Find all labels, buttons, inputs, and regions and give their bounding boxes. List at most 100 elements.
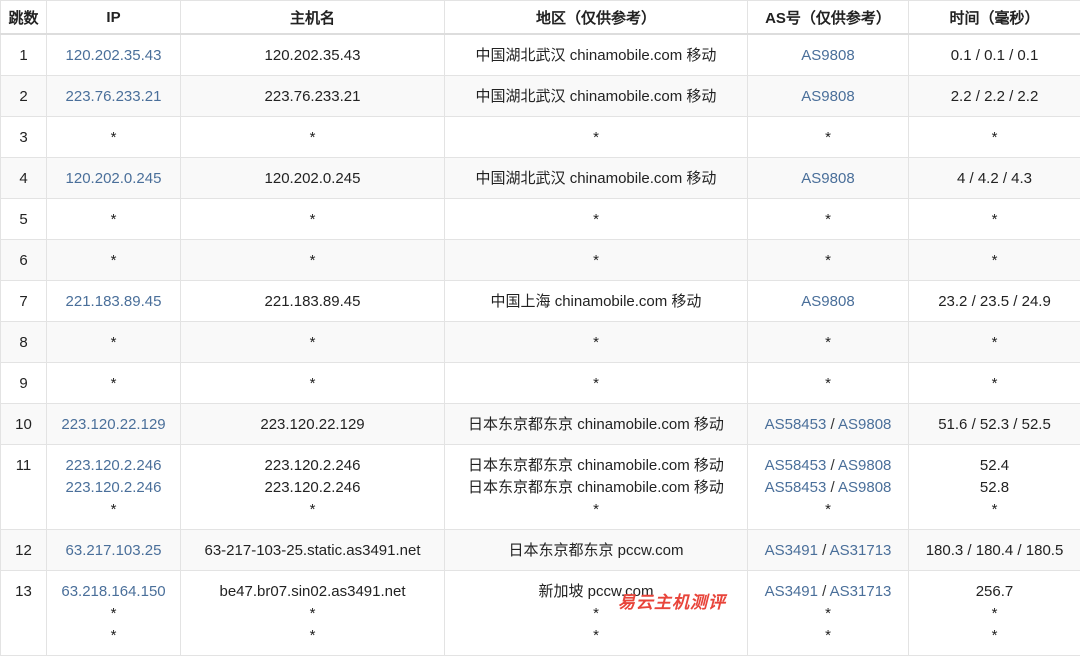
- region-cell-line: *: [593, 332, 599, 354]
- as-cell: AS9808: [748, 158, 909, 199]
- as-line: AS58453 / AS9808: [765, 455, 892, 477]
- as-cell: *: [748, 240, 909, 281]
- time-cell: 4 / 4.2 / 4.3: [909, 158, 1080, 199]
- as-empty: *: [825, 252, 831, 269]
- time-line: 180.3 / 180.4 / 180.5: [926, 540, 1064, 562]
- hostname-cell-line: 120.202.0.245: [265, 168, 361, 190]
- ip-link[interactable]: 120.202.35.43: [66, 45, 162, 67]
- ip-link[interactable]: 63.218.164.150: [61, 581, 165, 603]
- separator: /: [826, 457, 838, 474]
- region-cell: 中国湖北武汉 chinamobile.com 移动: [445, 158, 748, 199]
- hostname-cell: *: [181, 322, 445, 363]
- ip-link[interactable]: 223.120.2.246: [66, 477, 162, 499]
- hostname-cell-line: be47.br07.sin02.as3491.net: [220, 581, 406, 603]
- time-line: 52.8: [980, 477, 1009, 499]
- region-cell: *: [445, 199, 748, 240]
- hostname-cell: 120.202.35.43: [181, 34, 445, 76]
- as-link[interactable]: AS9808: [801, 293, 854, 310]
- hostname-cell: be47.br07.sin02.as3491.net**: [181, 571, 445, 656]
- hostname-cell-line: *: [310, 499, 316, 521]
- region-cell-line: 日本东京都东京 chinamobile.com 移动: [468, 414, 724, 436]
- hop-cell: 2: [1, 76, 47, 117]
- hostname-cell-line: *: [310, 209, 316, 231]
- hostname-cell: 223.76.233.21: [181, 76, 445, 117]
- as-line: AS9808: [801, 45, 854, 67]
- region-cell-line: *: [593, 625, 599, 647]
- ip-link[interactable]: 223.120.22.129: [61, 414, 165, 436]
- as-empty: *: [825, 211, 831, 228]
- region-cell-line: 中国湖北武汉 chinamobile.com 移动: [476, 86, 717, 108]
- ip-link[interactable]: 223.120.2.246: [66, 455, 162, 477]
- as-link[interactable]: AS58453: [765, 479, 827, 496]
- as-link[interactable]: AS9808: [801, 88, 854, 105]
- header-hostname: 主机名: [181, 1, 445, 35]
- hostname-cell-line: *: [310, 625, 316, 647]
- as-link[interactable]: AS31713: [830, 542, 892, 559]
- ip-link[interactable]: 120.202.0.245: [66, 168, 162, 190]
- as-cell: AS3491 / AS31713: [748, 530, 909, 571]
- as-cell: *: [748, 363, 909, 404]
- time-line: 51.6 / 52.3 / 52.5: [938, 414, 1051, 436]
- time-cell: 23.2 / 23.5 / 24.9: [909, 281, 1080, 322]
- as-link[interactable]: AS58453: [765, 457, 827, 474]
- as-link[interactable]: AS58453: [765, 416, 827, 433]
- time-line: *: [992, 209, 998, 231]
- ip-cell-line: *: [111, 603, 117, 625]
- time-cell: *: [909, 117, 1080, 158]
- as-link[interactable]: AS9808: [801, 170, 854, 187]
- region-cell-line: *: [593, 209, 599, 231]
- as-cell: AS3491 / AS31713**: [748, 571, 909, 656]
- hostname-cell-line: *: [310, 332, 316, 354]
- as-link[interactable]: AS9808: [801, 47, 854, 64]
- time-cell: *: [909, 240, 1080, 281]
- region-cell-line: *: [593, 250, 599, 272]
- hop-cell: 3: [1, 117, 47, 158]
- hostname-cell-line: 223.76.233.21: [265, 86, 361, 108]
- hostname-cell-line: 221.183.89.45: [265, 291, 361, 313]
- as-link[interactable]: AS3491: [765, 542, 818, 559]
- region-cell: *: [445, 322, 748, 363]
- ip-link[interactable]: 221.183.89.45: [66, 291, 162, 313]
- ip-cell: 223.76.233.21: [47, 76, 181, 117]
- as-link[interactable]: AS9808: [838, 457, 891, 474]
- table-row: 6*****: [1, 240, 1080, 281]
- as-line: *: [825, 499, 831, 521]
- separator: /: [826, 479, 838, 496]
- ip-cell-line: *: [111, 625, 117, 647]
- ip-cell: *: [47, 240, 181, 281]
- as-link[interactable]: AS3491: [765, 583, 818, 600]
- time-cell: 180.3 / 180.4 / 180.5: [909, 530, 1080, 571]
- ip-cell-line: *: [111, 127, 117, 149]
- hop-cell: 13: [1, 571, 47, 656]
- time-cell: 2.2 / 2.2 / 2.2: [909, 76, 1080, 117]
- time-line: 52.4: [980, 455, 1009, 477]
- as-cell: *: [748, 199, 909, 240]
- region-cell: 中国湖北武汉 chinamobile.com 移动: [445, 34, 748, 76]
- header-time: 时间（毫秒）: [909, 1, 1080, 35]
- ip-cell: 63.217.103.25: [47, 530, 181, 571]
- hostname-cell: 63-217-103-25.static.as3491.net: [181, 530, 445, 571]
- ip-link[interactable]: 63.217.103.25: [66, 540, 162, 562]
- as-line: *: [825, 332, 831, 354]
- region-cell: *: [445, 117, 748, 158]
- as-link[interactable]: AS9808: [838, 479, 891, 496]
- time-line: 0.1 / 0.1 / 0.1: [951, 45, 1039, 67]
- time-line: *: [992, 603, 998, 625]
- ip-cell: 120.202.0.245: [47, 158, 181, 199]
- region-cell-line: 日本东京都东京 pccw.com: [508, 540, 683, 562]
- ip-link[interactable]: 223.76.233.21: [66, 86, 162, 108]
- ip-cell-line: *: [111, 250, 117, 272]
- region-cell: 日本东京都东京 chinamobile.com 移动: [445, 404, 748, 445]
- hostname-cell: 223.120.22.129: [181, 404, 445, 445]
- as-cell: AS9808: [748, 34, 909, 76]
- table-row: 9*****: [1, 363, 1080, 404]
- as-link[interactable]: AS9808: [838, 416, 891, 433]
- as-link[interactable]: AS31713: [830, 583, 892, 600]
